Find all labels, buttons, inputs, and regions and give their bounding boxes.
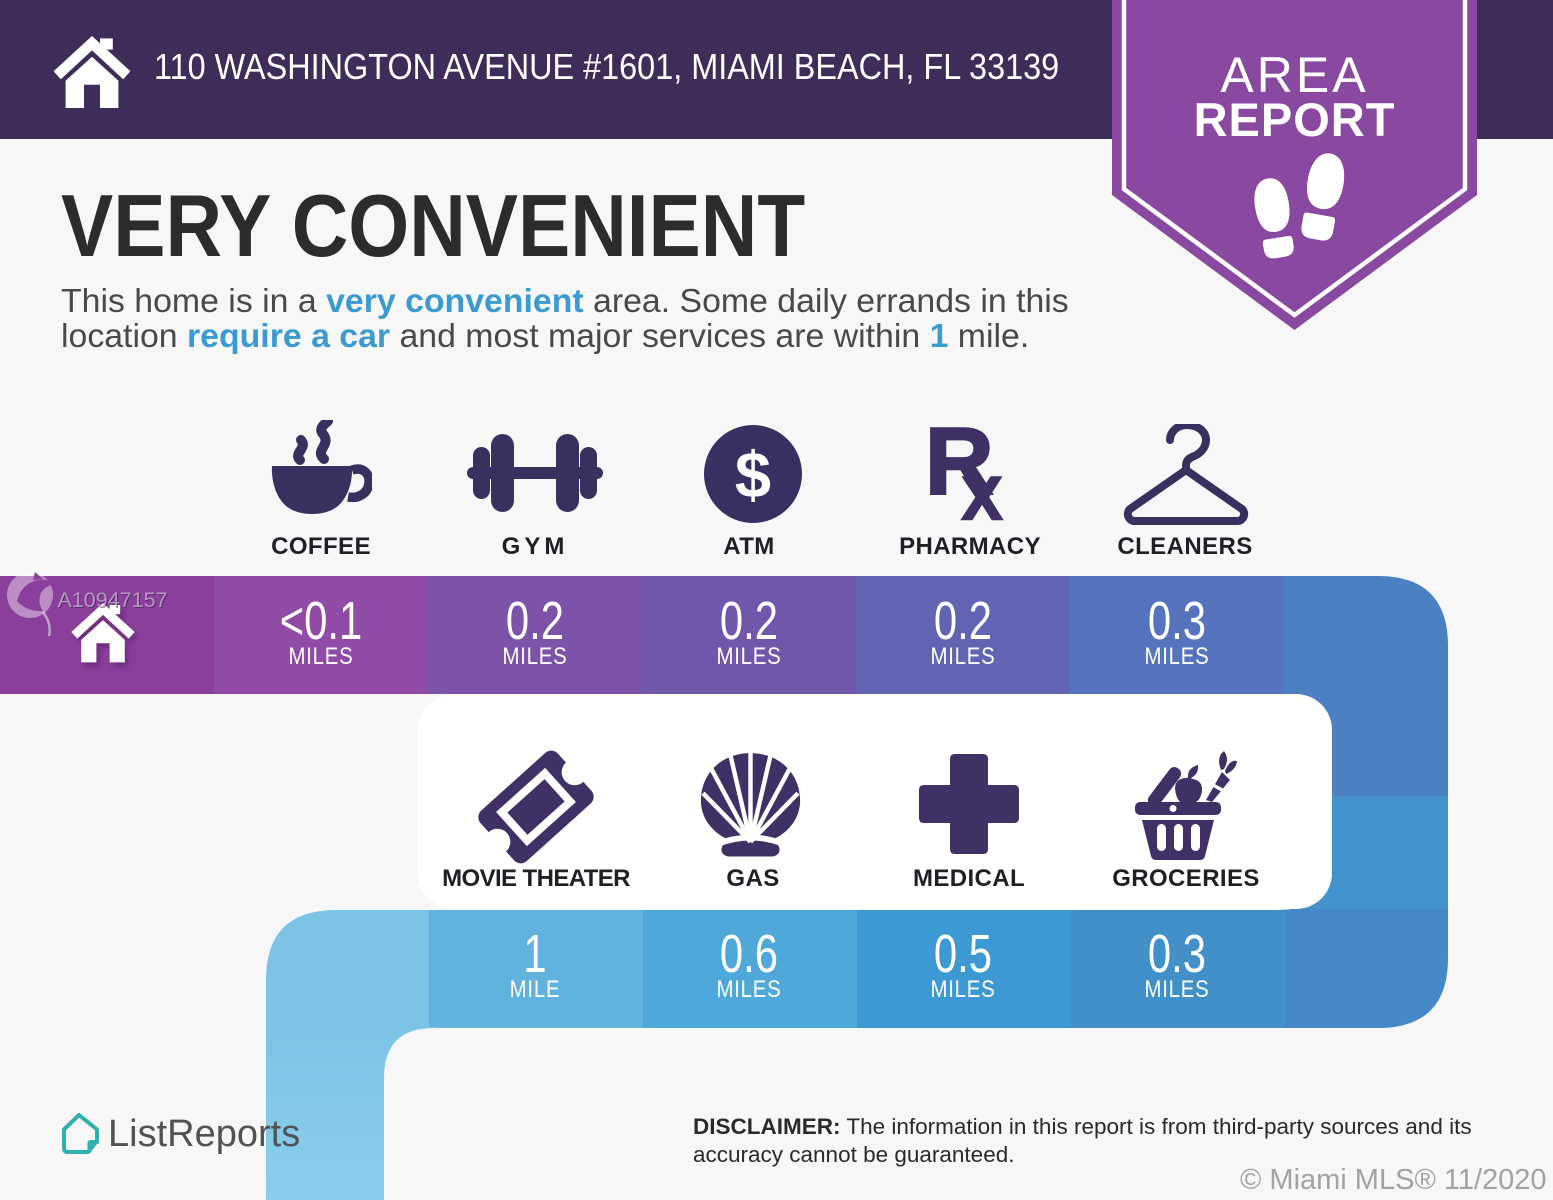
- svg-text:REPORT: REPORT: [1194, 93, 1396, 146]
- svg-text:$: $: [735, 438, 771, 511]
- svg-text:X: X: [962, 465, 1002, 522]
- svg-text:AREA: AREA: [1220, 47, 1368, 103]
- svg-text:A10947157: A10947157: [58, 588, 168, 612]
- svg-text:A10947157: A10947157: [59, 589, 169, 613]
- svg-text:R: R: [928, 422, 994, 515]
